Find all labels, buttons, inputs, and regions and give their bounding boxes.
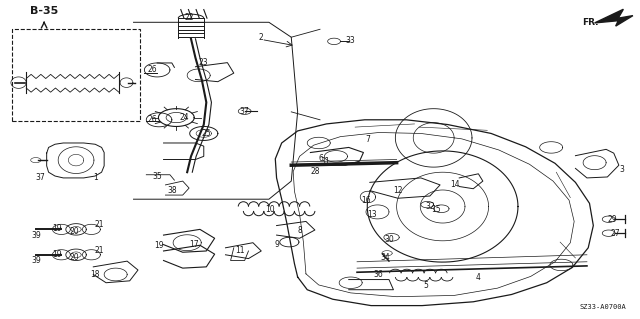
Text: B-35: B-35 xyxy=(30,6,58,16)
FancyBboxPatch shape xyxy=(12,29,140,122)
Text: 19: 19 xyxy=(52,224,61,233)
Text: 8: 8 xyxy=(297,226,302,234)
Text: 22: 22 xyxy=(184,13,194,22)
Text: 26: 26 xyxy=(148,65,157,74)
Polygon shape xyxy=(595,9,633,26)
Text: 1: 1 xyxy=(93,174,97,182)
Text: 15: 15 xyxy=(431,205,441,214)
Text: 11: 11 xyxy=(236,247,245,256)
Text: 38: 38 xyxy=(167,186,177,195)
Text: 27: 27 xyxy=(610,229,620,238)
Text: 16: 16 xyxy=(361,196,371,205)
Text: 29: 29 xyxy=(607,215,618,224)
Text: FR.: FR. xyxy=(582,19,598,27)
Text: 39: 39 xyxy=(31,256,41,265)
Text: 14: 14 xyxy=(451,180,460,189)
Text: 21: 21 xyxy=(95,246,104,255)
Text: 30: 30 xyxy=(384,235,394,244)
Text: 10: 10 xyxy=(266,205,275,214)
Text: 21: 21 xyxy=(95,220,104,229)
Text: 31: 31 xyxy=(320,157,330,166)
Text: 19: 19 xyxy=(154,241,164,250)
Text: 26: 26 xyxy=(148,115,157,124)
Text: 36: 36 xyxy=(374,270,383,279)
Text: 17: 17 xyxy=(189,240,198,249)
Text: SZ33-A0700A: SZ33-A0700A xyxy=(580,304,627,310)
Text: 20: 20 xyxy=(69,227,79,236)
Text: 23: 23 xyxy=(199,58,209,67)
Text: 33: 33 xyxy=(346,36,356,45)
Text: 7: 7 xyxy=(365,135,371,144)
Text: 28: 28 xyxy=(310,167,319,176)
Text: 32: 32 xyxy=(425,202,435,211)
Text: 19: 19 xyxy=(52,250,61,259)
Text: 24: 24 xyxy=(180,113,189,122)
Text: 4: 4 xyxy=(476,273,481,282)
Text: 25: 25 xyxy=(202,129,211,138)
Text: 9: 9 xyxy=(274,240,279,249)
Text: 5: 5 xyxy=(423,281,428,290)
Text: 18: 18 xyxy=(90,270,100,279)
Text: 37: 37 xyxy=(240,107,250,116)
Text: 37: 37 xyxy=(35,174,45,182)
Text: 12: 12 xyxy=(393,186,403,195)
Text: 39: 39 xyxy=(31,231,41,240)
Text: 6: 6 xyxy=(319,154,324,163)
Text: 20: 20 xyxy=(69,253,79,262)
Text: 35: 35 xyxy=(152,172,162,181)
Text: 13: 13 xyxy=(367,210,377,219)
Text: 3: 3 xyxy=(619,165,624,174)
Text: 2: 2 xyxy=(259,33,264,42)
Text: 34: 34 xyxy=(380,253,390,262)
